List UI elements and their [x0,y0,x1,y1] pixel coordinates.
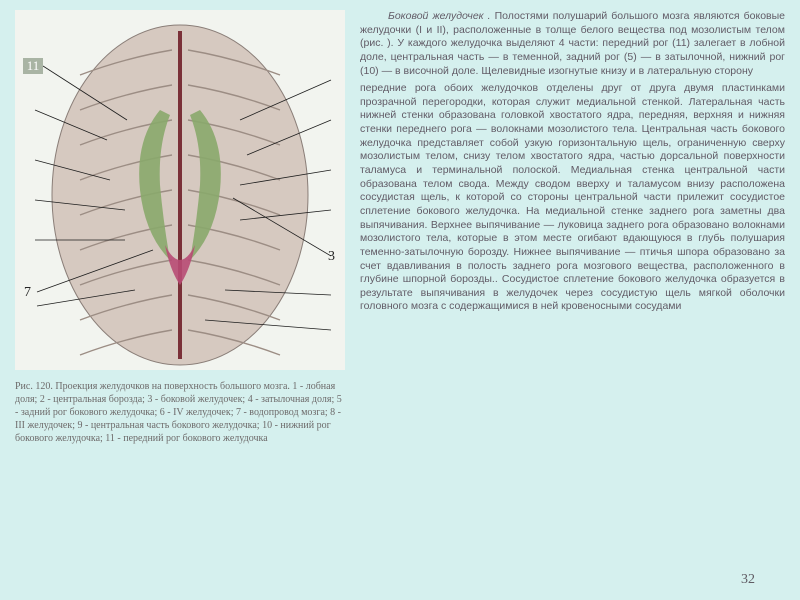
article-text: Боковой желудочек . Полостями полушарий … [360,10,785,445]
svg-text:3: 3 [328,249,335,264]
svg-text:7: 7 [24,285,31,300]
figure-caption: Рис. 120. Проекция желудочков на поверхн… [15,380,345,445]
label-11-box: 11 [23,58,43,74]
paragraph-2: передние рога обоих желудочков отделены … [360,82,785,314]
page-number: 32 [741,572,755,588]
brain-figure: 11 73 [15,10,345,370]
brain-illustration: 73 [15,10,345,370]
article-heading: Боковой желудочек . [388,10,491,22]
